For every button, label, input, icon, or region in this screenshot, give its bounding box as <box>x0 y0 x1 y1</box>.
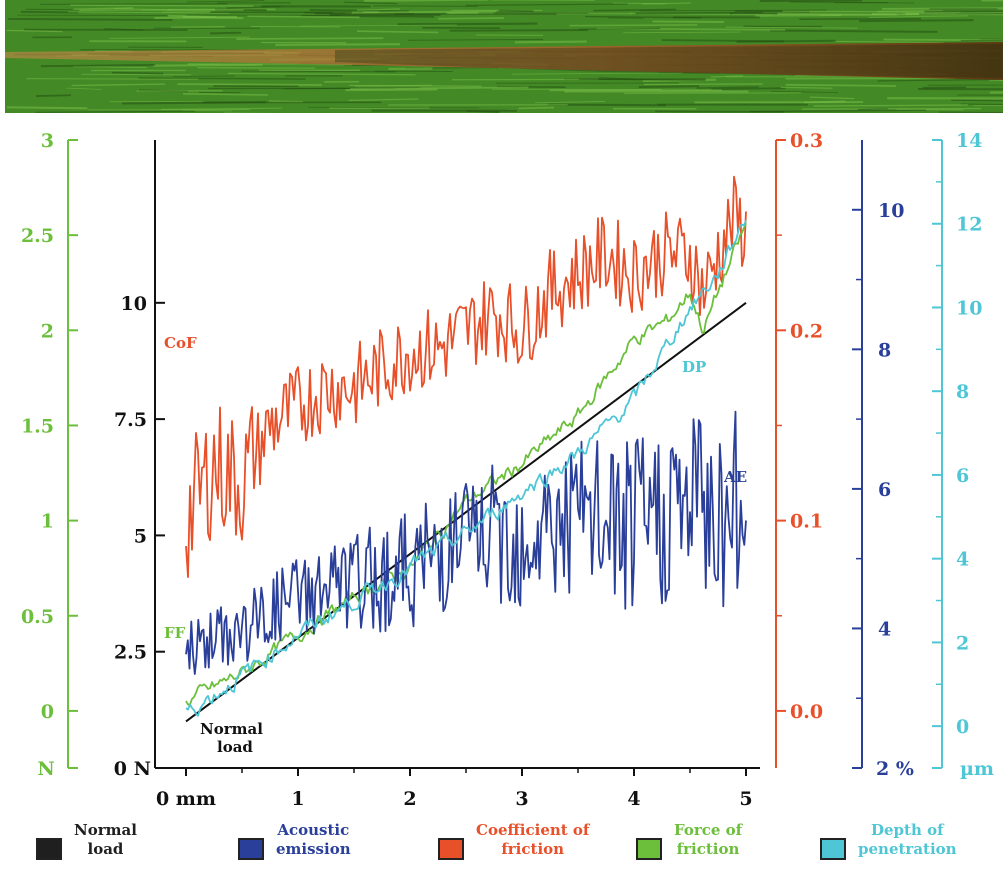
legend-item: Depth of penetration <box>820 820 957 860</box>
annotation-dp: DP <box>682 358 706 376</box>
depth-of-penetration-tick-label: 6 <box>956 465 969 487</box>
normal-load-tick-label: 5 <box>134 525 147 547</box>
depth-of-penetration-tick-label: 12 <box>956 214 982 236</box>
normal-load-tick-label: 7.5 <box>114 409 147 431</box>
annotation-normal-load-2: load <box>217 738 253 756</box>
series-acoustic-emission <box>185 410 747 675</box>
depth-of-penetration-tick-label: 4 <box>956 549 969 571</box>
series-force-of-friction <box>185 223 747 706</box>
series-coefficient-of-friction <box>185 175 747 578</box>
acoustic-emission-unit: 2 % <box>876 758 914 780</box>
legend-label: Coefficient of friction <box>476 821 590 858</box>
depth-of-penetration-tick-label: 10 <box>956 297 982 319</box>
normal-load-tick-label: 10 <box>121 293 147 315</box>
legend-item: Normal load <box>36 820 137 860</box>
normal-load-unit: 0 N <box>114 758 151 780</box>
force-of-friction-tick-label: 1.5 <box>21 415 54 437</box>
depth-of-penetration-tick-label: 2 <box>956 632 969 654</box>
legend-label: Acoustic emission <box>276 821 351 858</box>
force-of-friction-tick-label: 1 <box>41 511 54 533</box>
legend-label: Force of friction <box>674 821 743 858</box>
legend-swatch <box>36 838 62 860</box>
legend-swatch <box>438 838 464 860</box>
annotation-ae: AE <box>723 468 747 486</box>
force-of-friction-tick-label: 0.5 <box>21 606 54 628</box>
legend-item: Force of friction <box>636 820 742 860</box>
acoustic-emission-tick-label: 4 <box>878 618 891 640</box>
force-of-friction-tick-label: 2 <box>41 320 54 342</box>
force-of-friction-tick-label: 3 <box>41 130 54 152</box>
acoustic-emission-tick-label: 6 <box>878 479 891 501</box>
x-tick-label: 4 <box>627 788 640 810</box>
annotation-normal-load-1: Normal <box>200 720 263 738</box>
x-tick-label: 0 mm <box>156 788 216 810</box>
x-tick-label: 1 <box>291 788 304 810</box>
coefficient-of-friction-tick-label: 0.3 <box>790 130 823 152</box>
annotation-cof: CoF <box>164 334 197 352</box>
acoustic-emission-tick-label: 8 <box>878 339 891 361</box>
legend-swatch <box>238 838 264 860</box>
force-of-friction-tick-label: 2.5 <box>21 225 54 247</box>
x-tick-label: 3 <box>515 788 528 810</box>
legend-swatch <box>636 838 662 860</box>
depth-of-penetration-tick-label: 14 <box>956 130 982 152</box>
depth-of-penetration-unit: µm <box>960 758 994 780</box>
legend-item: Acoustic emission <box>238 820 351 860</box>
coefficient-of-friction-tick-label: 0.1 <box>790 511 823 533</box>
acoustic-emission-tick-label: 10 <box>878 200 904 222</box>
coefficient-of-friction-tick-label: 0.2 <box>790 320 823 342</box>
legend-label: Normal load <box>74 821 137 858</box>
scratch-track-micrograph <box>5 0 1003 113</box>
legend: Normal load Acoustic emission Coefficient of… <box>0 820 1008 870</box>
normal-load-tick-label: 2.5 <box>114 642 147 664</box>
x-tick-label: 5 <box>739 788 752 810</box>
depth-of-penetration-tick-label: 0 <box>956 716 969 738</box>
coefficient-of-friction-tick-label: 0.0 <box>790 701 823 723</box>
legend-label: Depth of penetration <box>858 821 957 858</box>
legend-item: Coefficient of friction <box>438 820 589 860</box>
x-tick-label: 2 <box>403 788 416 810</box>
depth-of-penetration-tick-label: 8 <box>956 381 969 403</box>
series-depth-of-penetration <box>185 219 747 717</box>
legend-swatch <box>820 838 846 860</box>
force-of-friction-tick-label: 0 <box>41 701 54 723</box>
annotation-ff: FF <box>164 624 186 642</box>
force-of-friction-unit: N <box>37 758 54 780</box>
